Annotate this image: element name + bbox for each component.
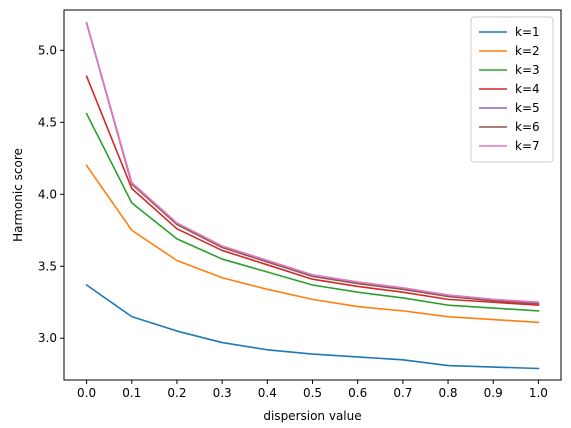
x-tick-label: 0.5	[303, 386, 322, 400]
legend: k=1 k=2 k=3 k=4 k=5 k=6 k=7	[470, 16, 554, 163]
series-line-k4	[85, 75, 540, 306]
y-tick-label: 3.5	[38, 259, 57, 273]
y-tick-label: 4.5	[38, 115, 57, 129]
series-layer	[85, 21, 540, 370]
x-axis-title: dispersion value	[263, 409, 361, 423]
legend-label: k=7	[515, 139, 540, 153]
legend-label: k=1	[515, 25, 540, 39]
y-axis: 3.0 3.5 4.0 4.5 5.0	[38, 43, 64, 345]
x-tick-label: 0.4	[258, 386, 277, 400]
x-tick-label: 0.1	[122, 386, 141, 400]
legend-label: k=5	[515, 101, 540, 115]
x-tick-label: 0.0	[77, 386, 96, 400]
legend-label: k=6	[515, 120, 540, 134]
x-tick-label: 1.0	[529, 386, 548, 400]
x-tick-label: 0.2	[167, 386, 186, 400]
x-tick-label: 0.9	[484, 386, 503, 400]
legend-label: k=2	[515, 44, 540, 58]
series-line-k3	[85, 112, 540, 312]
x-tick-label: 0.8	[438, 386, 457, 400]
series-line-k7	[85, 21, 540, 304]
legend-label: k=4	[515, 82, 540, 96]
legend-box	[470, 16, 554, 163]
y-axis-title: Harmonic score	[11, 148, 25, 242]
series-line-k6	[85, 21, 540, 305]
legend-label: k=3	[515, 63, 540, 77]
series-line-k1	[85, 283, 540, 370]
y-tick-label: 3.0	[38, 331, 57, 345]
x-axis: 0.0 0.1 0.2 0.3 0.4 0.5 0.6 0.7 0.8 0.9 1.0	[77, 380, 548, 400]
x-tick-label: 0.3	[213, 386, 232, 400]
x-tick-label: 0.6	[348, 386, 367, 400]
y-tick-label: 5.0	[38, 43, 57, 57]
y-tick-label: 4.0	[38, 187, 57, 201]
x-tick-label: 0.7	[393, 386, 412, 400]
series-line-k2	[85, 164, 540, 324]
